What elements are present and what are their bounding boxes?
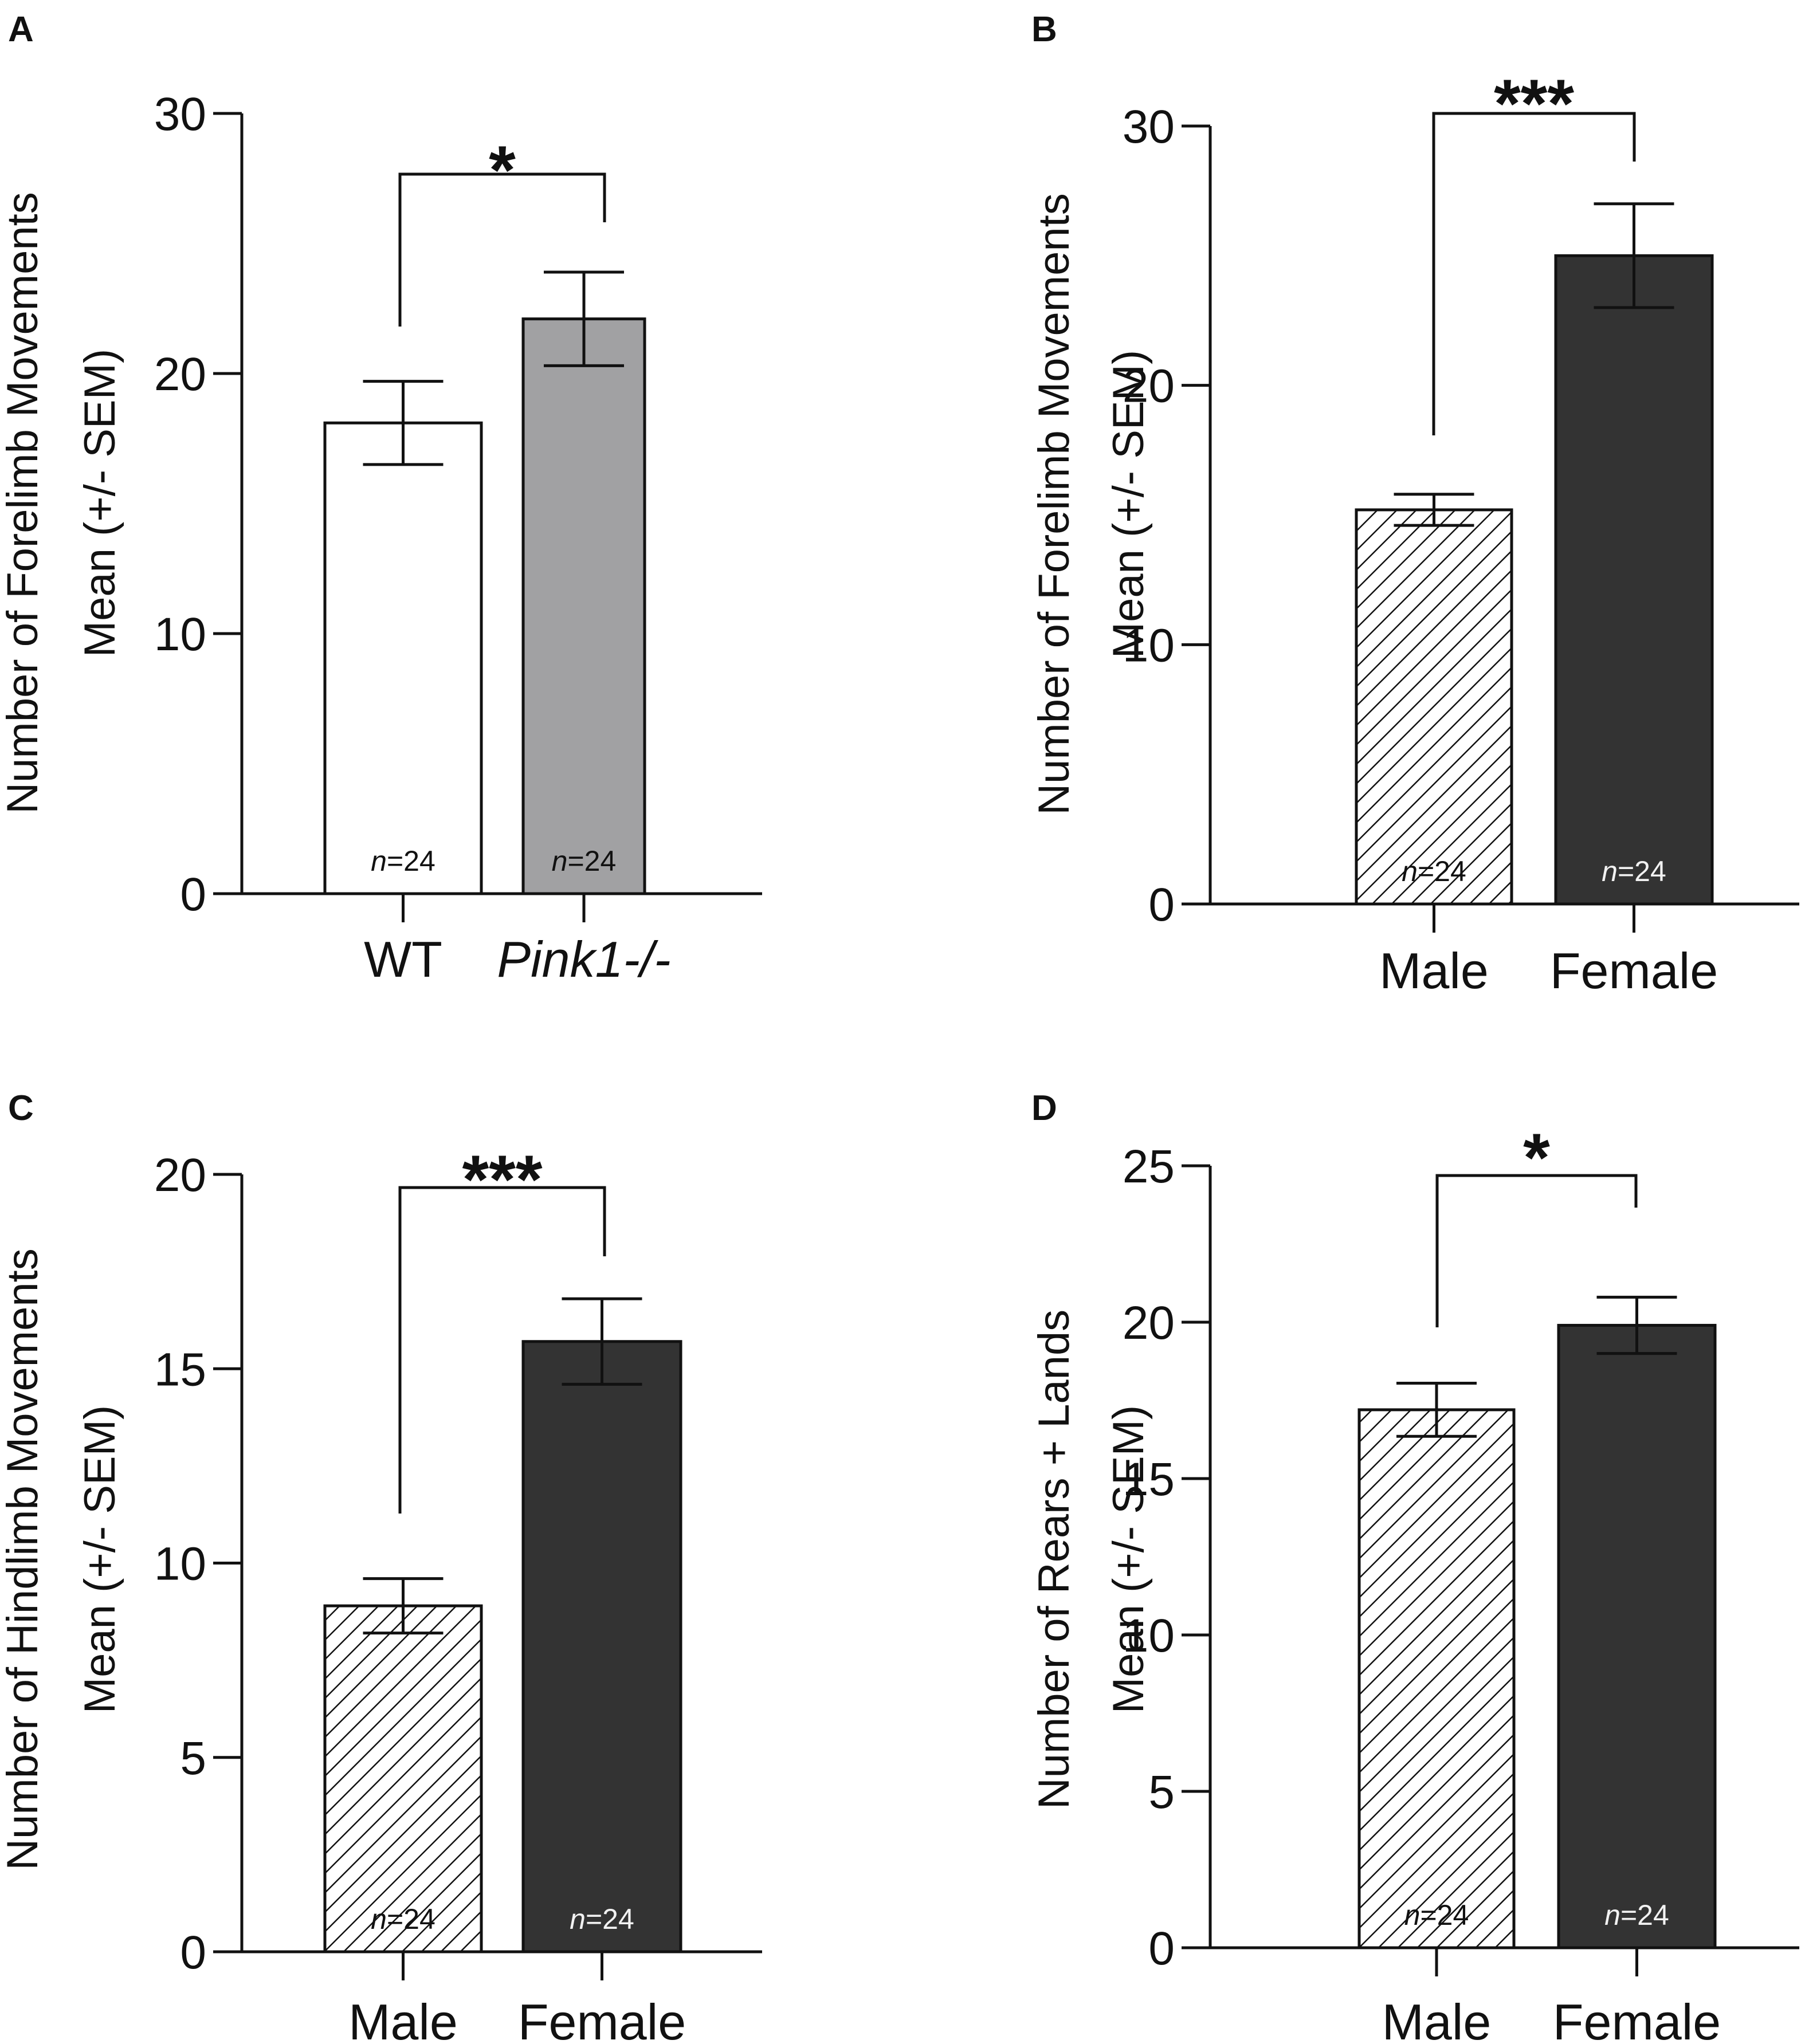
y-tick-label: 30 <box>154 88 206 140</box>
x-category-label: Pink1-/- <box>497 931 670 988</box>
y-axis-label: Number of Hindlimb Movements <box>0 1248 47 1870</box>
bar-male <box>1357 1408 1516 1949</box>
bar-female <box>1557 1323 1717 1949</box>
y-tick-label: 5 <box>180 1732 206 1784</box>
bar-female <box>1554 254 1714 906</box>
y-tick-label: 15 <box>1123 1453 1175 1506</box>
chart-panel-b: B Number of Forelimb Movements Mean (+/- S… <box>1030 10 1799 999</box>
y-tick-label: 25 <box>1123 1141 1175 1193</box>
sample-size-label: n=24 <box>371 845 435 877</box>
sample-size-label: n=24 <box>1604 1899 1669 1931</box>
significance-marker: *** <box>1494 65 1574 142</box>
bar-wt <box>323 421 483 895</box>
y-tick-label: 20 <box>1123 360 1175 412</box>
sample-size-label: n=24 <box>371 1903 435 1935</box>
chart-panel-d: D Number of Rears + Lands Mean (+/- SEM) 0 5… <box>1030 1088 1799 2044</box>
y-axis-label: Mean (+/- SEM) <box>1104 350 1153 658</box>
bar-pink1- <box>521 317 646 895</box>
x-category-label: WT <box>364 931 442 988</box>
sample-size-label: n=24 <box>1402 855 1466 887</box>
bar-male <box>1355 508 1513 906</box>
y-tick-label: 5 <box>1148 1766 1175 1818</box>
y-axis-label: Number of Forelimb Movements <box>0 192 47 813</box>
significance-marker: * <box>489 132 516 209</box>
y-tick-label: 0 <box>1148 1923 1175 1975</box>
chart-panel-c: C Number of Hindlimb Movements Mean (+/- S… <box>0 1088 762 2044</box>
y-axis-label: Mean (+/- SEM) <box>76 349 124 657</box>
bar-female <box>521 1340 682 1953</box>
significance-bracket <box>398 1186 606 1514</box>
y-axis-label: Number of Forelimb Movements <box>1030 193 1078 815</box>
chart-panel-a: A Number of Forelimb Movements Mean (+/- S… <box>0 10 762 988</box>
sample-size-label: n=24 <box>552 845 617 877</box>
x-category-label: Male <box>1379 942 1489 999</box>
y-tick-label: 0 <box>180 1927 206 1979</box>
sample-size-label: n=24 <box>1404 1899 1469 1931</box>
significance-marker: * <box>1523 1119 1550 1196</box>
significance-bracket <box>398 172 606 327</box>
x-category-label: Female <box>1553 1994 1721 2044</box>
x-category-label: Female <box>518 1994 686 2044</box>
x-category-label: Male <box>348 1994 458 2044</box>
significance-bracket <box>1435 1174 1638 1327</box>
y-tick-label: 30 <box>1123 101 1175 153</box>
panel-letter: B <box>1031 10 1057 49</box>
y-axis-label: Number of Rears + Lands <box>1030 1310 1078 1809</box>
y-tick-label: 20 <box>154 348 206 400</box>
y-tick-label: 20 <box>154 1149 206 1201</box>
panel-letter: D <box>1031 1088 1057 1128</box>
y-axis-label: Mean (+/- SEM) <box>76 1405 124 1713</box>
y-tick-label: 0 <box>1148 879 1175 931</box>
y-tick-label: 15 <box>154 1343 206 1396</box>
x-category-label: Male <box>1382 1994 1492 2044</box>
y-tick-label: 10 <box>154 608 206 661</box>
sample-size-label: n=24 <box>570 1903 634 1935</box>
y-tick-label: 20 <box>1123 1297 1175 1349</box>
y-tick-label: 10 <box>1123 619 1175 671</box>
y-axis-label: Mean (+/- SEM) <box>1104 1405 1153 1713</box>
panel-letter: C <box>8 1088 34 1128</box>
bar-male <box>323 1604 483 1953</box>
significance-marker: *** <box>462 1141 542 1218</box>
y-tick-label: 10 <box>154 1538 206 1590</box>
panel-letter: A <box>8 10 34 49</box>
y-tick-label: 10 <box>1123 1610 1175 1662</box>
y-tick-label: 0 <box>180 868 206 921</box>
sample-size-label: n=24 <box>1602 855 1666 887</box>
x-category-label: Female <box>1550 942 1718 999</box>
significance-bracket <box>1432 112 1636 435</box>
